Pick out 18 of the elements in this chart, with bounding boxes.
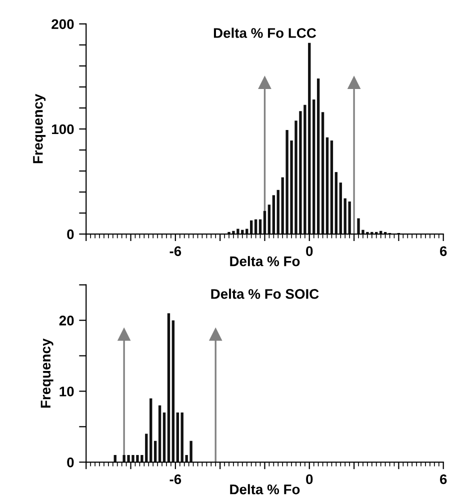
- y-axis-title: Frequency: [33, 94, 46, 164]
- x-tick-label: 0: [306, 474, 313, 484]
- y-tick-label: 10: [60, 386, 74, 396]
- x-tick-label: 6: [440, 246, 447, 256]
- chart-title: Delta % Fo SOIC: [211, 288, 319, 299]
- y-tick-label: 100: [52, 124, 74, 134]
- y-tick-label: 0: [67, 457, 74, 468]
- x-tick-label: -6: [170, 246, 182, 256]
- x-tick-label: 0: [306, 246, 313, 256]
- y-tick-label: 0: [67, 229, 74, 240]
- y-axis-title: Frequency: [40, 338, 54, 408]
- y-tick-label: 20: [59, 316, 74, 326]
- x-tick-label: 6: [440, 474, 447, 484]
- y-tick-label: 200: [52, 19, 74, 30]
- x-tick-label: -6: [170, 474, 182, 484]
- x-axis-title: Delta % Fo: [230, 256, 300, 266]
- chart-title: Delta % Fo LCC: [214, 28, 316, 38]
- x-axis-title: Delta % Fo: [230, 484, 300, 494]
